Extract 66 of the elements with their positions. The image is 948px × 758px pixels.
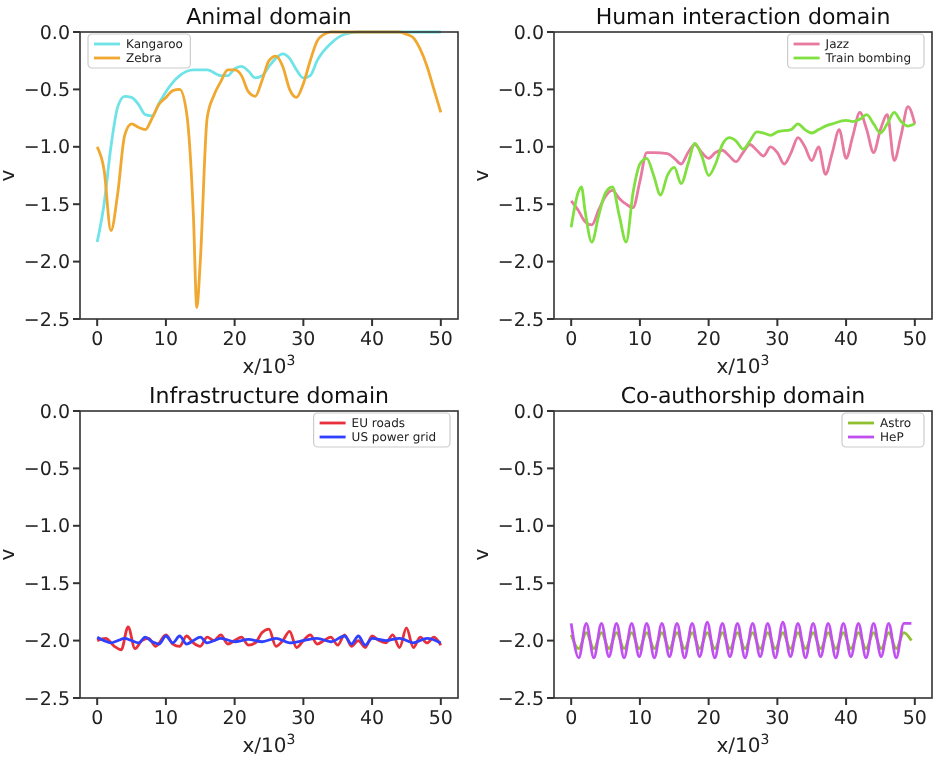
y-axis-title: v <box>0 548 20 561</box>
x-axis-title: x/10$^{3}$ <box>716 732 770 758</box>
x-tick-label: 20 <box>222 329 247 351</box>
x-tick-label: 20 <box>696 329 721 351</box>
x-axis-title: x/10$^{3}$ <box>716 353 770 379</box>
y-tick-label: 0.0 <box>513 22 544 45</box>
x-tick-label: 40 <box>834 708 859 730</box>
y-tick-label: −1.0 <box>23 516 70 539</box>
chart-title: Human interaction domain <box>595 4 891 30</box>
x-tick-label: 50 <box>902 329 927 351</box>
x-tick-label: 50 <box>428 708 453 730</box>
x-tick-label: 0 <box>91 708 104 730</box>
line-series <box>569 631 913 651</box>
x-tick-label: 50 <box>428 329 453 351</box>
y-tick-label: −0.5 <box>23 80 70 103</box>
y-tick-label: −2.5 <box>497 309 544 332</box>
y-tick-label: 0.0 <box>513 401 544 424</box>
x-tick-label: 50 <box>902 708 927 730</box>
y-tick-label: −0.5 <box>497 459 544 482</box>
x-tick-label: 30 <box>291 329 316 351</box>
y-tick-label: −1.5 <box>23 573 70 596</box>
y-tick-label: −2.0 <box>497 252 544 275</box>
x-tick-label: 0 <box>565 708 578 730</box>
line-series <box>95 625 443 652</box>
y-tick-label: −1.0 <box>23 137 70 160</box>
line-series <box>569 110 917 244</box>
chart-title: Co-authorship domain <box>620 383 866 409</box>
x-tick-label: 20 <box>222 708 247 730</box>
x-tick-label: 30 <box>765 708 790 730</box>
chart-title: Animal domain <box>186 4 352 30</box>
x-axis-title: x/10$^{3}$ <box>242 353 296 379</box>
y-tick-label: −2.0 <box>23 631 70 654</box>
x-tick-label: 30 <box>291 708 316 730</box>
y-tick-label: −1.5 <box>23 194 70 217</box>
line-series <box>569 620 913 660</box>
y-tick-label: −0.5 <box>497 80 544 103</box>
y-axis-title: v <box>472 548 494 561</box>
x-axis-title: x/10$^{3}$ <box>242 732 296 758</box>
x-tick-label: 10 <box>153 329 178 351</box>
x-tick-label: 20 <box>696 708 721 730</box>
y-tick-label: 0.0 <box>39 401 70 424</box>
y-tick-label: −2.5 <box>497 688 544 711</box>
x-tick-label: 30 <box>765 329 790 351</box>
line-series <box>95 30 443 309</box>
line-series <box>569 105 917 227</box>
y-tick-label: −1.0 <box>497 516 544 539</box>
y-tick-label: −2.0 <box>23 252 70 275</box>
x-tick-label: 10 <box>627 329 652 351</box>
y-tick-label: −1.5 <box>497 194 544 217</box>
x-tick-label: 40 <box>834 329 859 351</box>
y-tick-label: −2.0 <box>497 631 544 654</box>
y-tick-label: −1.5 <box>497 573 544 596</box>
y-tick-label: −2.5 <box>23 688 70 711</box>
x-tick-label: 40 <box>360 329 385 351</box>
y-tick-label: 0.0 <box>39 22 70 45</box>
y-tick-label: −0.5 <box>23 459 70 482</box>
y-axis-title: v <box>472 169 494 182</box>
x-tick-label: 10 <box>153 708 178 730</box>
x-tick-label: 0 <box>91 329 104 351</box>
chart-title: Infrastructure domain <box>149 383 390 409</box>
x-tick-label: 0 <box>565 329 578 351</box>
y-axis-title: v <box>0 169 20 182</box>
x-tick-label: 40 <box>360 708 385 730</box>
y-tick-label: −1.0 <box>497 137 544 160</box>
y-tick-label: −2.5 <box>23 309 70 332</box>
x-tick-label: 10 <box>627 708 652 730</box>
